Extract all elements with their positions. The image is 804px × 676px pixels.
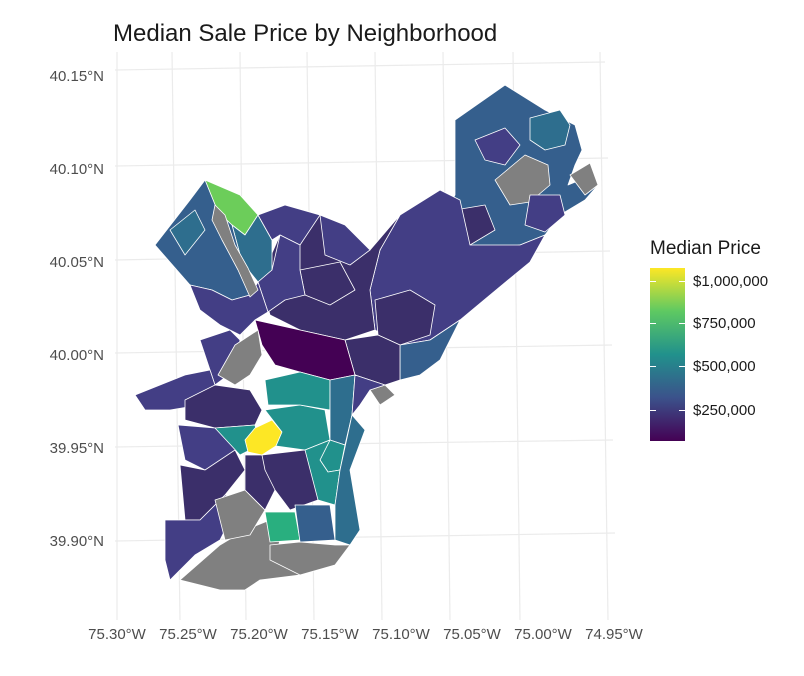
legend-tick xyxy=(650,366,656,367)
y-axis-label: 40.00°N xyxy=(49,347,104,364)
neighborhood-stadium-district xyxy=(294,504,336,543)
neighborhood-south-philadelphia-east xyxy=(304,439,341,506)
legend-tick xyxy=(650,281,656,282)
neighborhood-east-park xyxy=(569,162,599,196)
x-axis-label: 74.95°W xyxy=(585,626,643,643)
legend-tick xyxy=(679,366,685,367)
legend-label: $750,000 xyxy=(693,315,756,332)
neighborhood-southwest-industrial xyxy=(214,489,266,541)
grid-line-74-95 xyxy=(599,51,609,621)
y-axis-label: 39.95°N xyxy=(49,440,104,457)
y-axis-label: 39.90°N xyxy=(49,533,104,550)
legend-tick xyxy=(650,323,656,324)
neighborhood-west-philadelphia xyxy=(184,384,263,429)
legend-label: $1,000,000 xyxy=(693,273,769,290)
neighborhood-fairmount-park-west xyxy=(217,329,263,386)
legend-label: $500,000 xyxy=(693,358,756,375)
legend-tick xyxy=(650,410,656,411)
legend-tick xyxy=(679,281,685,282)
legend-label: $250,000 xyxy=(693,402,756,419)
x-axis-label: 75.00°W xyxy=(514,626,572,643)
y-axis-label: 40.05°N xyxy=(49,254,104,271)
neighborhood-northeast-park xyxy=(494,154,551,206)
legend-tick xyxy=(679,323,685,324)
neighborhood-fairmount xyxy=(264,371,331,411)
x-axis-label: 75.15°W xyxy=(301,626,359,643)
neighborhood-manayunk xyxy=(189,281,269,336)
neighborhood-northeast-a xyxy=(474,127,521,166)
neighborhood-oak-lane xyxy=(319,214,371,266)
x-axis-label: 75.10°W xyxy=(372,626,430,643)
y-axis-label: 40.15°N xyxy=(49,68,104,85)
neighborhood-navy-yard xyxy=(269,541,351,576)
grid-line-40-15 xyxy=(114,61,606,71)
x-axis-label: 75.05°W xyxy=(443,626,501,643)
neighborhood-germantown xyxy=(257,234,306,313)
neighborhood-pennsport xyxy=(334,414,366,546)
legend-title: Median Price xyxy=(650,238,761,259)
legend-colorbar xyxy=(650,268,685,441)
legend-tick xyxy=(679,410,685,411)
neighborhood-northeast-corner xyxy=(529,109,571,151)
map-title: Median Sale Price by Neighborhood xyxy=(113,20,498,47)
neighborhood-wissahickon-park xyxy=(211,204,259,298)
neighborhood-roxborough-north xyxy=(169,209,206,256)
y-axis-label: 40.10°N xyxy=(49,161,104,178)
x-axis-label: 75.30°W xyxy=(88,626,146,643)
x-axis-label: 75.20°W xyxy=(230,626,288,643)
neighborhood-packer-park xyxy=(264,511,301,543)
neighborhood-northeast-b xyxy=(524,194,566,233)
x-axis-label: 75.25°W xyxy=(159,626,217,643)
neighborhood-fishtown xyxy=(351,374,386,416)
